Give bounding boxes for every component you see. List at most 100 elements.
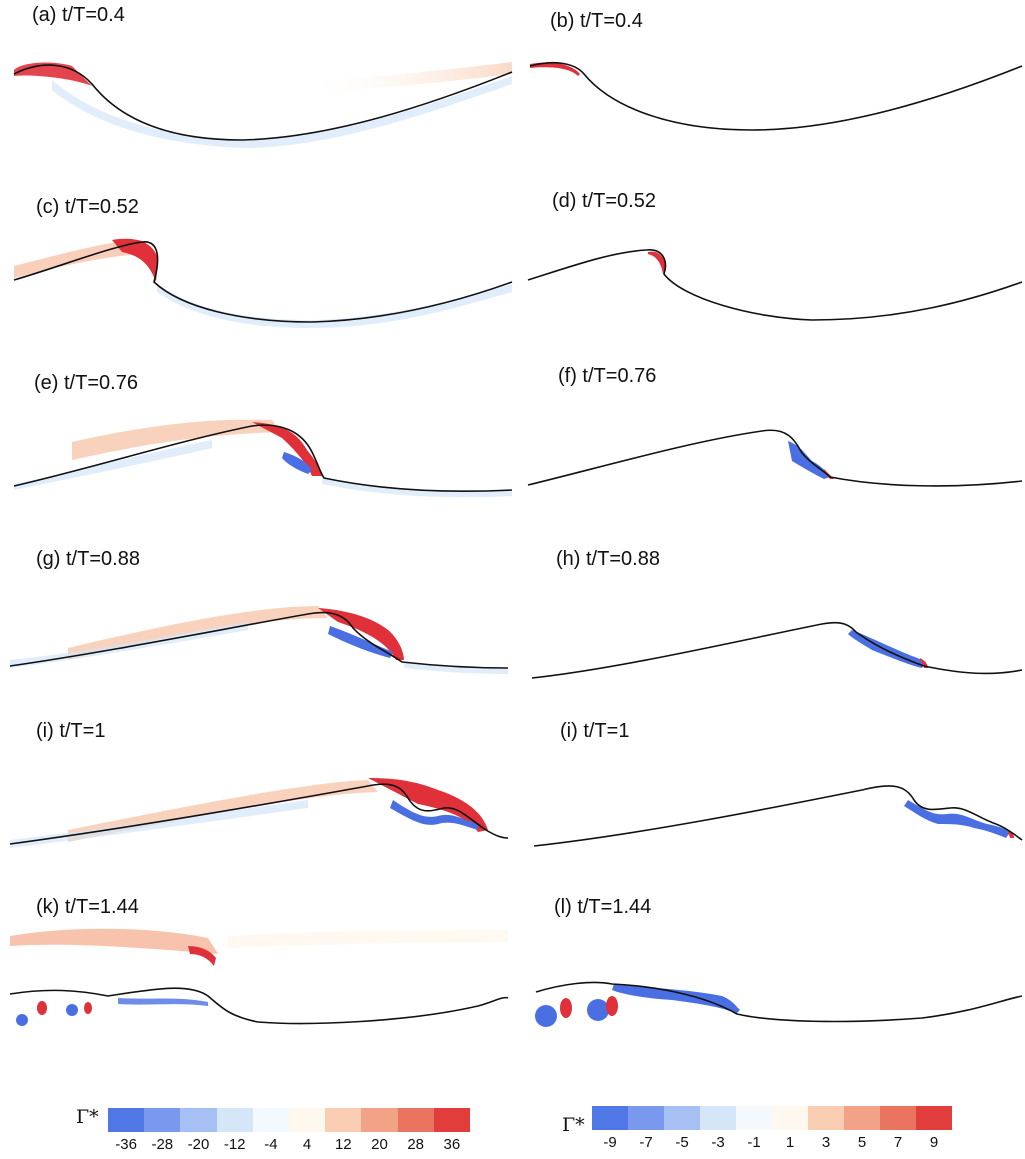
panel-i-right: (i) t/T=1 — [522, 720, 1023, 895]
vorticity-bubble-chain — [390, 800, 478, 830]
colorbar-tick-label: 7 — [893, 1134, 903, 1151]
colorbar-swatches — [592, 1106, 952, 1130]
free-surface — [527, 429, 1023, 487]
panel-label: (b) t/T=0.4 — [550, 10, 643, 32]
free-surface — [13, 424, 513, 493]
free-surface — [527, 249, 1023, 321]
colorbar-tick-label: -36 — [115, 1136, 137, 1153]
colorbar-swatch — [592, 1106, 628, 1130]
colorbar-swatch — [628, 1106, 664, 1130]
colorbar-swatch — [664, 1106, 700, 1130]
vortex-blob-1 — [16, 1014, 28, 1026]
vortex-blob-1 — [535, 1005, 557, 1027]
vortex-blob-4 — [606, 996, 618, 1016]
colorbar-swatch — [361, 1108, 398, 1132]
wave-field-a — [13, 62, 513, 148]
free-surface — [9, 987, 509, 1025]
colorbar-tick-label: -20 — [187, 1136, 210, 1153]
vorticity-water-layer — [52, 76, 512, 148]
panel-b: (b) t/T=0.4 — [522, 10, 1023, 185]
colorbar-swatch — [844, 1106, 880, 1130]
vorticity-crest-sheet — [920, 658, 928, 668]
vorticity-air-tail — [72, 419, 282, 460]
vorticity-crest-sheet — [530, 62, 580, 76]
colorbar-tick-label: 1 — [785, 1134, 795, 1151]
colorbar-tick-label: 12 — [334, 1136, 352, 1153]
colorbar-tick-label: -9 — [603, 1134, 617, 1151]
colorbar-swatch — [736, 1106, 772, 1130]
panel-label: (l) t/T=1.44 — [554, 896, 652, 918]
panel-i-left: (i) t/T=1 — [8, 720, 509, 895]
colorbar-tick-label: -7 — [639, 1134, 653, 1151]
free-surface — [13, 241, 513, 323]
vorticity-water-layer — [10, 800, 308, 848]
colorbar-tick-label: 20 — [371, 1136, 388, 1153]
panel-k: (k) t/T=1.44 — [8, 896, 509, 1071]
vorticity-bubble-chain — [118, 998, 208, 1006]
panel-label: (d) t/T=0.52 — [552, 190, 656, 212]
free-surface — [9, 611, 509, 669]
wave-field-b — [529, 61, 1023, 131]
free-surface — [9, 783, 509, 845]
wave-field-e — [13, 419, 513, 498]
vortex-blob-2 — [560, 998, 572, 1018]
colorbar-tick-label: 9 — [929, 1134, 939, 1151]
panel-label: (e) t/T=0.76 — [34, 372, 138, 394]
panel-l: (l) t/T=1.44 — [522, 896, 1023, 1071]
vorticity-bubble — [282, 452, 312, 474]
colorbar-tick-label: -12 — [223, 1136, 246, 1153]
colorbar-tick-label: -4 — [264, 1136, 278, 1153]
colorbar-symbol: Γ* — [76, 1106, 99, 1128]
colorbar-swatch — [772, 1106, 808, 1130]
colorbar-tick-label: 4 — [302, 1136, 312, 1153]
wave-field-f — [527, 429, 1023, 487]
panel-f: (f) t/T=0.76 — [522, 365, 1023, 540]
panel-label: (c) t/T=0.52 — [36, 196, 139, 218]
colorbar-tick-label: -5 — [675, 1134, 689, 1151]
vorticity-air-crest — [318, 608, 404, 660]
colorbar-ticks: -36 -28 -20 -12 -4 4 12 20 28 36 — [108, 1136, 470, 1154]
wave-field-i-right — [533, 785, 1023, 847]
panel-label: (a) t/T=0.4 — [32, 4, 125, 26]
vorticity-air-layer — [14, 62, 92, 86]
colorbar-swatch — [144, 1108, 181, 1132]
colorbar-swatch — [288, 1108, 326, 1132]
vortex-blob-4 — [84, 1002, 92, 1014]
wave-field-h — [531, 621, 1023, 679]
vorticity-air-crest — [112, 238, 158, 282]
free-surface — [535, 981, 1023, 1023]
panel-label: (i) t/T=1 — [36, 720, 106, 742]
free-surface — [533, 785, 1023, 847]
colorbar-swatches — [108, 1108, 470, 1132]
panel-h: (h) t/T=0.88 — [522, 548, 1023, 723]
colorbar-tick-label: 28 — [407, 1136, 425, 1153]
vorticity-crest-sheet — [648, 251, 666, 274]
vorticity-bubble-row — [328, 626, 393, 658]
vorticity-air-tail-right — [228, 930, 508, 948]
colorbar-swatch — [108, 1108, 145, 1132]
colorbar-swatch — [325, 1108, 362, 1132]
free-surface — [13, 64, 513, 141]
colorbar-swatch — [397, 1108, 434, 1132]
panel-a: (a) t/T=0.4 — [12, 4, 513, 179]
wave-field-c — [13, 238, 513, 328]
panel-label: (i) t/T=1 — [560, 720, 630, 742]
vorticity-water-layer-right — [322, 478, 512, 498]
colorbar-tick-label: 5 — [857, 1134, 867, 1151]
colorbar-swatch — [880, 1106, 916, 1130]
colorbar-tick-label: -28 — [151, 1136, 174, 1153]
colorbar-symbol: Γ* — [562, 1114, 585, 1136]
panel-d: (d) t/T=0.52 — [522, 190, 1023, 365]
colorbar-swatch — [808, 1106, 844, 1130]
vorticity-air-tail — [68, 606, 328, 660]
panel-e: (e) t/T=0.76 — [12, 372, 513, 547]
colorbar-swatch — [433, 1108, 470, 1132]
colorbar-swatch — [180, 1108, 217, 1132]
free-surface — [529, 61, 1023, 131]
panel-label: (k) t/T=1.44 — [36, 896, 139, 918]
colorbar-tick-label: 3 — [821, 1134, 831, 1151]
vorticity-air-tail — [312, 62, 512, 92]
vorticity-water-layer — [14, 440, 212, 490]
wave-field-l — [535, 981, 1023, 1027]
vorticity-air-crest — [188, 946, 216, 966]
